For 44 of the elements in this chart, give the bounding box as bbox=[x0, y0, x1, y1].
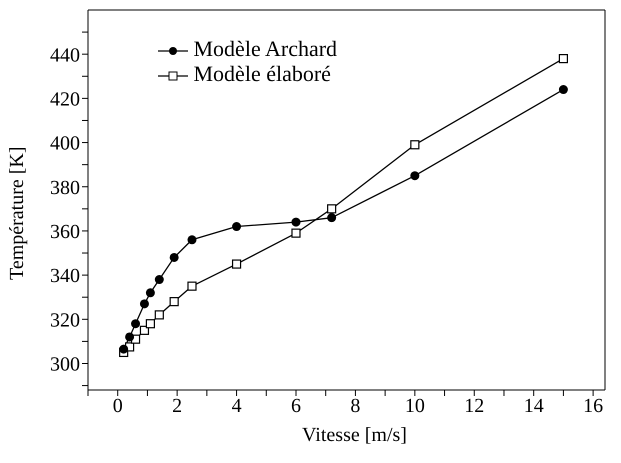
point bbox=[154, 310, 164, 320]
x-tick-label: 0 bbox=[112, 395, 123, 418]
legend-label: Modèle Archard bbox=[194, 36, 338, 61]
point bbox=[146, 319, 155, 328]
point bbox=[291, 218, 300, 227]
x-axis-title: Vitesse [m/s] bbox=[301, 423, 408, 448]
point bbox=[232, 259, 242, 269]
point bbox=[558, 85, 568, 94]
point bbox=[131, 319, 140, 328]
legend-label: Modèle élaboré bbox=[194, 61, 331, 86]
y-tick-label: 440 bbox=[50, 44, 80, 66]
y-tick-label: 380 bbox=[50, 176, 80, 199]
point bbox=[170, 252, 179, 262]
point bbox=[558, 54, 568, 64]
point bbox=[125, 332, 134, 342]
y-tick-label: 320 bbox=[50, 309, 80, 332]
point bbox=[140, 326, 150, 335]
point bbox=[170, 297, 179, 306]
x-tick-label: 6 bbox=[290, 395, 301, 418]
point bbox=[146, 288, 155, 298]
y-tick-label: 360 bbox=[50, 221, 80, 244]
point bbox=[410, 171, 420, 180]
y-tick-label: 300 bbox=[50, 354, 80, 376]
point bbox=[187, 282, 197, 291]
x-tick-label: 2 bbox=[172, 395, 182, 418]
point bbox=[187, 235, 196, 244]
x-tick-label: 12 bbox=[464, 395, 484, 418]
y-tick-label: 400 bbox=[50, 132, 80, 155]
point bbox=[291, 228, 301, 238]
point bbox=[154, 275, 164, 284]
y-axis-title: Température [K] bbox=[6, 146, 28, 280]
point bbox=[232, 222, 242, 232]
y-tick-label: 420 bbox=[50, 88, 80, 110]
point bbox=[140, 299, 149, 308]
x-tick-label: 4 bbox=[232, 395, 242, 418]
x-tick-label: 14 bbox=[524, 395, 544, 418]
x-tick-label: 16 bbox=[583, 395, 604, 418]
point bbox=[119, 344, 128, 354]
x-tick-label: 10 bbox=[404, 395, 425, 418]
point bbox=[327, 213, 336, 222]
point bbox=[327, 204, 336, 214]
x-tick-label: 8 bbox=[350, 395, 360, 418]
y-tick-label: 340 bbox=[50, 265, 80, 288]
point bbox=[410, 140, 420, 150]
